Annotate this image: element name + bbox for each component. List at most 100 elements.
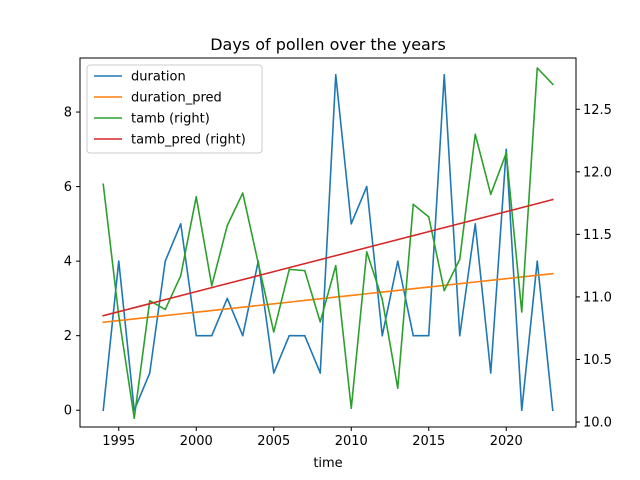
data-point-duration — [334, 73, 337, 76]
data-point-tamb-right — [489, 193, 492, 196]
y-left-tick-label: 4 — [64, 255, 72, 270]
data-point-duration — [505, 148, 508, 151]
y-right-tick-label: 11.5 — [583, 228, 612, 243]
data-point-tamb-pred-right — [551, 198, 554, 201]
data-point-tamb-right — [195, 196, 198, 198]
data-point-tamb-right — [117, 314, 120, 317]
data-point-tamb-pred-right — [427, 230, 430, 233]
x-axis: 1995 2000 2005 2010 2015 2020 — [102, 427, 523, 449]
data-point-tamb-right — [458, 258, 461, 261]
data-point-duration-pred — [195, 311, 198, 314]
data-point-tamb-pred-right — [443, 226, 446, 229]
data-point-tamb-pred-right — [350, 250, 353, 253]
data-point-duration — [272, 372, 275, 374]
data-point-tamb-pred-right — [195, 290, 198, 293]
legend-label-duration: duration — [131, 70, 186, 85]
data-point-duration-pred — [396, 289, 399, 292]
y-axis-left: 0 2 4 6 8 — [64, 106, 80, 419]
data-point-tamb-pred-right — [536, 202, 539, 205]
data-point-tamb-right — [551, 83, 554, 86]
data-point-duration — [241, 334, 244, 337]
data-point-tamb-pred-right — [241, 278, 244, 281]
data-point-tamb-right — [334, 264, 337, 267]
data-point-duration — [365, 185, 368, 188]
data-point-tamb-pred-right — [303, 262, 306, 265]
x-tick-label: 2005 — [257, 434, 290, 449]
data-point-duration-pred — [257, 304, 260, 307]
data-point-duration — [117, 260, 120, 262]
y-axis-right: 10.0 10.5 11.0 11.5 12.0 12.5 — [576, 103, 612, 430]
data-point-duration — [520, 409, 523, 412]
data-point-tamb-pred-right — [148, 302, 151, 305]
data-point-duration-pred — [148, 316, 151, 319]
data-point-tamb-pred-right — [117, 310, 120, 313]
legend-label-tamb-right: tamb (right) — [131, 112, 210, 127]
y-left-tick-label: 8 — [64, 106, 72, 121]
chart-title: Days of pollen over the years — [210, 35, 446, 54]
data-point-tamb-pred-right — [381, 242, 384, 245]
legend-label-duration-pred: duration_pred — [131, 91, 222, 106]
data-point-tamb-right — [381, 298, 384, 301]
data-point-tamb-right — [210, 284, 213, 287]
data-point-duration-pred — [350, 294, 353, 297]
data-point-tamb-right — [148, 299, 151, 302]
data-point-tamb-right — [133, 417, 136, 420]
data-point-tamb-pred-right — [365, 246, 368, 249]
y-right-tick-label: 12.5 — [583, 103, 612, 118]
data-point-tamb-pred-right — [489, 214, 492, 217]
data-point-duration-pred — [381, 291, 384, 293]
data-point-duration — [474, 223, 477, 225]
data-point-tamb-pred-right — [179, 294, 182, 297]
data-point-duration-pred — [288, 301, 291, 303]
series-line-tamb-right — [102, 67, 554, 420]
series-line-tamb-pred-right — [102, 198, 554, 317]
data-point-duration — [443, 73, 446, 76]
data-point-duration — [226, 297, 229, 300]
data-point-duration-pred — [133, 318, 136, 320]
data-point-tamb-right — [319, 321, 322, 323]
data-point-tamb-right — [257, 262, 260, 264]
data-point-duration-pred — [427, 286, 430, 288]
data-point-duration — [195, 334, 198, 337]
y-right-tick-label: 10.5 — [583, 353, 612, 368]
data-point-tamb-pred-right — [505, 210, 508, 213]
data-point-tamb-right — [102, 183, 105, 186]
data-point-duration-pred — [412, 287, 415, 290]
data-point-duration — [350, 223, 353, 225]
data-point-tamb-pred-right — [288, 266, 291, 269]
plot-frame — [79, 57, 577, 428]
data-point-duration — [551, 409, 554, 412]
data-point-duration — [148, 372, 151, 374]
data-point-tamb-right — [443, 289, 446, 292]
data-point-duration — [164, 260, 167, 262]
y-left-tick-label: 2 — [64, 329, 72, 344]
data-point-duration-pred — [241, 306, 244, 308]
data-point-duration — [381, 334, 384, 337]
data-point-tamb-pred-right — [412, 234, 415, 237]
data-point-tamb-pred-right — [257, 274, 260, 277]
data-point-tamb-right — [474, 133, 477, 136]
data-point-duration — [412, 334, 415, 337]
data-point-tamb-pred-right — [272, 270, 275, 273]
data-point-tamb-pred-right — [210, 286, 213, 289]
data-point-duration — [319, 372, 322, 374]
data-point-tamb-right — [241, 192, 244, 194]
data-point-duration — [458, 334, 461, 337]
data-point-tamb-pred-right — [164, 298, 167, 301]
data-point-tamb-right — [226, 224, 229, 227]
data-point-tamb-right — [164, 308, 167, 311]
data-point-tamb-right — [427, 216, 430, 218]
legend-label-tamb-pred-right: tamb_pred (right) — [131, 133, 246, 148]
data-point-tamb-pred-right — [133, 306, 136, 309]
data-point-tamb-right — [272, 331, 275, 333]
data-point-duration — [210, 334, 213, 337]
data-point-duration-pred — [551, 272, 554, 275]
data-point-duration — [303, 334, 306, 337]
data-point-tamb-pred-right — [458, 222, 461, 225]
data-point-duration-pred — [520, 276, 523, 278]
data-point-tamb-right — [412, 203, 415, 206]
data-point-duration-pred — [474, 281, 477, 283]
data-point-tamb-right — [536, 67, 539, 69]
